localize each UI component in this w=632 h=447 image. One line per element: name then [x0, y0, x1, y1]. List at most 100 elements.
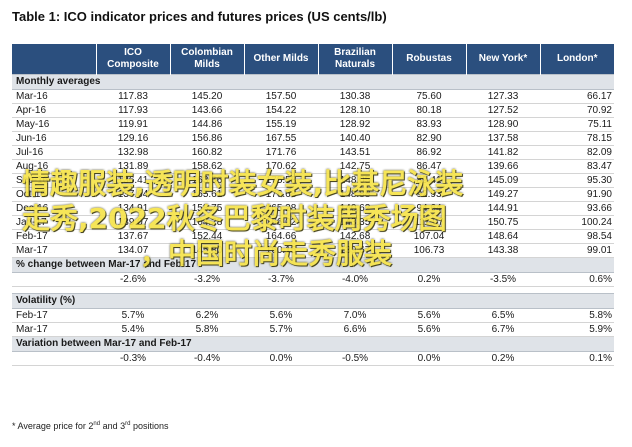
- table-cell: 95.30: [540, 173, 614, 188]
- table-row: Dec-16 134.91 158.75 165.28 140.62 94.64 144.9…: [12, 201, 614, 216]
- spacer-cell: [12, 287, 614, 294]
- column-header-line: New York*: [478, 53, 528, 64]
- table-cell: 145.09: [466, 173, 540, 188]
- table-cell: 117.93: [96, 103, 170, 118]
- section-header-row: % change between Mar-17 and Feb-17: [12, 257, 614, 273]
- spacer-row: [12, 287, 614, 294]
- table-cell: 6.2%: [170, 308, 244, 323]
- table-cell: 158.62: [170, 159, 244, 174]
- table-cell: 82.09: [540, 145, 614, 160]
- table-cell: 0.0%: [244, 351, 318, 366]
- table-cell: 86.47: [392, 159, 466, 174]
- table-cell: 160.82: [170, 145, 244, 160]
- row-label: [12, 351, 96, 366]
- table-cell: 139.07: [96, 215, 170, 230]
- column-header: Robustas: [391, 44, 466, 75]
- table-cell: 0.6%: [540, 272, 614, 287]
- table-cell: 83.93: [392, 117, 466, 132]
- table-cell: 111.07: [392, 215, 466, 230]
- table-cell: 156.86: [170, 131, 244, 146]
- table-cell: 75.11: [540, 117, 614, 132]
- table-cell: 130.38: [318, 89, 392, 104]
- row-label: Aug-16: [12, 159, 96, 174]
- table-cell: -0.5%: [318, 351, 392, 366]
- table-cell: 144.86: [170, 117, 244, 132]
- row-label: May-16: [12, 117, 96, 132]
- table-cell: 149.27: [466, 187, 540, 202]
- table-row: Oct-16 137.64 165.61 176.68 148.88 92.93 149.2…: [12, 187, 614, 202]
- table-cell: -0.3%: [96, 351, 170, 366]
- table-header: ICO Composite Colombian Milds Other Milds Bra…: [12, 44, 614, 75]
- table-cell: 134.91: [96, 201, 170, 216]
- table-cell: 160.15: [244, 243, 318, 258]
- table-cell: 154.22: [244, 103, 318, 118]
- footnote-superscript: rd: [125, 421, 131, 427]
- table-cell: 175.58: [244, 173, 318, 188]
- column-header-line: Milds: [194, 59, 220, 70]
- table-cell: 158.75: [170, 201, 244, 216]
- table-cell: 94.64: [392, 201, 466, 216]
- table-cell: 143.35: [318, 215, 392, 230]
- table-cell: 6.7%: [466, 322, 540, 337]
- section-header-row: Variation between Mar-17 and Feb-17: [12, 336, 614, 352]
- table-cell: 119.91: [96, 117, 170, 132]
- table-cell: 5.8%: [170, 322, 244, 337]
- table-cell: 5.7%: [96, 308, 170, 323]
- section-label: % change between Mar-17 and Feb-17: [12, 257, 614, 273]
- table-cell: 148.64: [466, 229, 540, 244]
- table-cell: 176.68: [244, 187, 318, 202]
- table-cell: -4.0%: [318, 272, 392, 287]
- table-cell: 143.51: [318, 145, 392, 160]
- table-cell: 6.6%: [318, 322, 392, 337]
- table-cell: 106.73: [392, 243, 466, 258]
- table-cell: 75.60: [392, 89, 466, 104]
- table-cell: 92.93: [392, 187, 466, 202]
- table-cell: 155.19: [244, 117, 318, 132]
- table-cell: 127.33: [466, 89, 540, 104]
- footnote-text: and 3: [100, 421, 126, 431]
- table-cell: 148.88: [318, 187, 392, 202]
- row-label: Feb-17: [12, 229, 96, 244]
- table-cell: 145.20: [170, 89, 244, 104]
- table-cell: 144.91: [466, 201, 540, 216]
- table-cell: 165.28: [244, 201, 318, 216]
- table-cell: 82.90: [392, 131, 466, 146]
- column-header: London*: [539, 44, 614, 75]
- table-cell: -3.7%: [244, 272, 318, 287]
- table-cell: 5.9%: [540, 322, 614, 337]
- table-cell: 80.18: [392, 103, 466, 118]
- table-row: Jan-17 139.07 164.28 166.02 143.35 111.07 150.…: [12, 215, 614, 230]
- section-label: Variation between Mar-17 and Feb-17: [12, 336, 614, 352]
- column-header: ICO Composite: [95, 44, 170, 75]
- table-row: Mar-17 134.07 145.80 160.15 139.67 106.73 143.…: [12, 243, 614, 258]
- table-row: Mar-16 117.83 145.20 157.50 130.38 75.60 127.3…: [12, 89, 614, 104]
- table-cell: -2.6%: [96, 272, 170, 287]
- column-header: Other Milds: [243, 44, 318, 75]
- table-cell: 128.90: [466, 117, 540, 132]
- section-label: Volatility (%): [12, 293, 614, 309]
- column-header: Brazilian Naturals: [317, 44, 392, 75]
- table-cell: 145.80: [170, 243, 244, 258]
- row-label: Mar-16: [12, 89, 96, 104]
- row-label: Oct-16: [12, 187, 96, 202]
- table-cell: 86.92: [392, 145, 466, 160]
- table-cell: -0.4%: [170, 351, 244, 366]
- footnote: * Average price for 2nd and 3rd position…: [12, 421, 168, 431]
- row-label: [12, 272, 96, 287]
- table-cell: 132.98: [96, 145, 170, 160]
- table-cell: 143.66: [170, 103, 244, 118]
- table-cell: 0.2%: [466, 351, 540, 366]
- table-cell: 78.15: [540, 131, 614, 146]
- table-cell: 166.02: [244, 215, 318, 230]
- table-cell: 167.55: [244, 131, 318, 146]
- table-cell: 165.61: [170, 187, 244, 202]
- table-cell: 141.82: [466, 145, 540, 160]
- table-cell: 5.6%: [392, 308, 466, 323]
- table-cell: 134.07: [96, 243, 170, 258]
- table-cell: 131.89: [96, 159, 170, 174]
- column-header-line: London*: [556, 53, 598, 64]
- table-cell: 140.62: [318, 201, 392, 216]
- row-label: Apr-16: [12, 103, 96, 118]
- table-cell: 170.62: [244, 159, 318, 174]
- table-cell: 137.64: [96, 187, 170, 202]
